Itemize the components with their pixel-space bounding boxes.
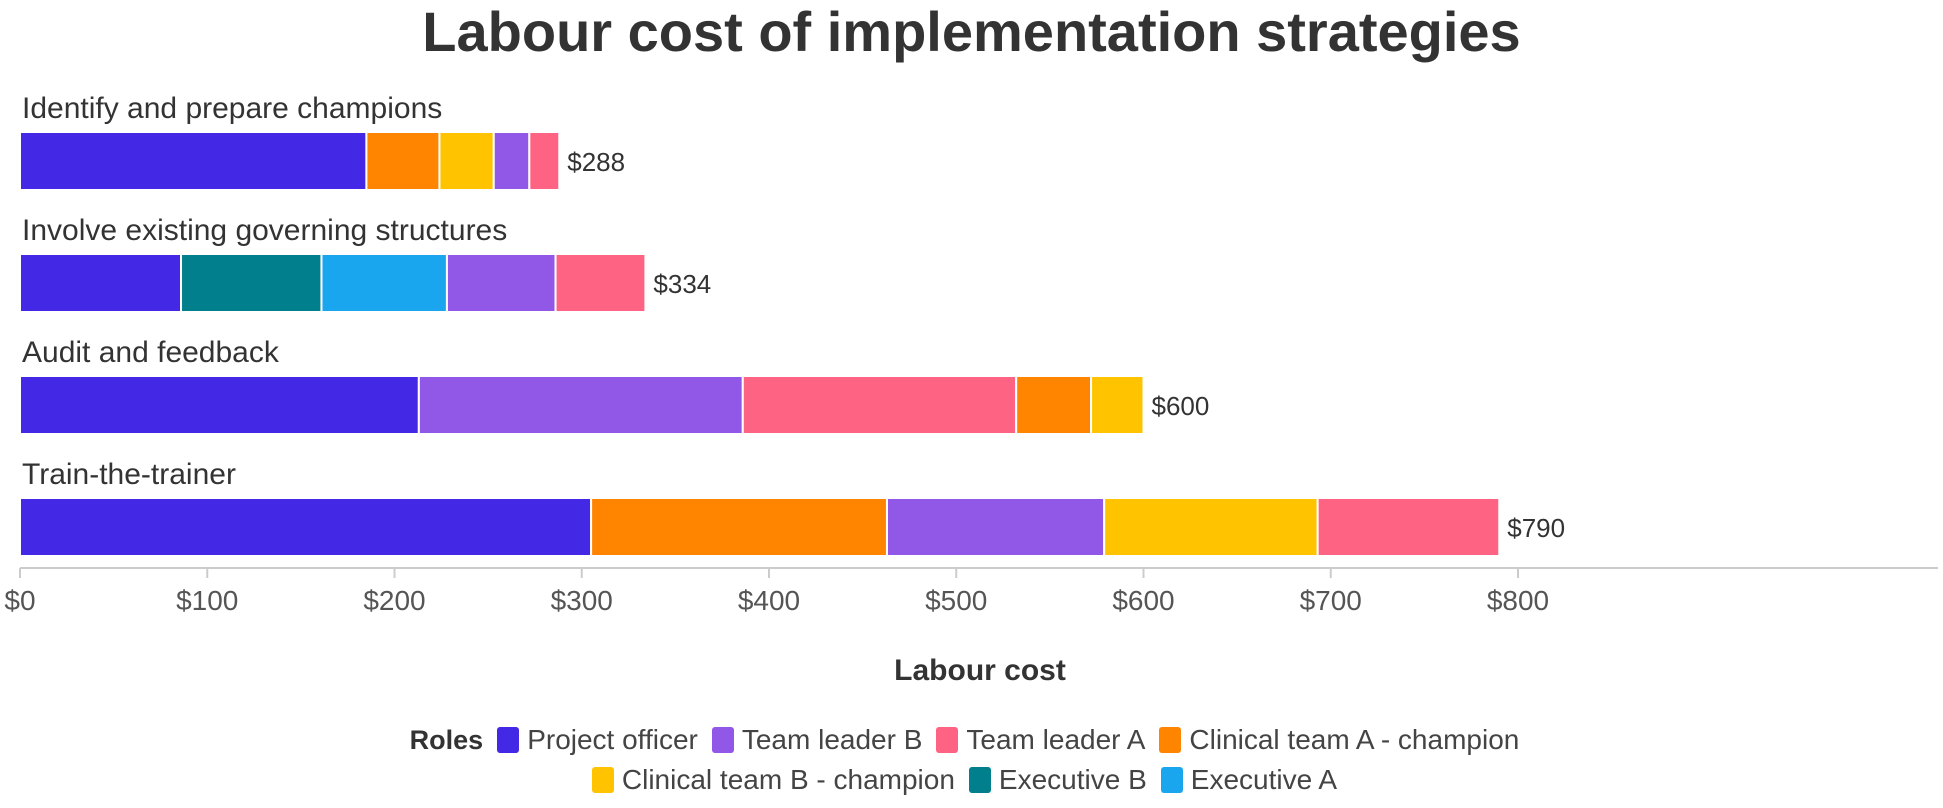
bar-segment [1316, 497, 1501, 557]
bar-segment [19, 375, 420, 435]
bar-segment [1015, 375, 1093, 435]
bar-segment [1090, 375, 1145, 435]
x-axis: $0 $100 $200 $300 $400 $500 $600 $700 $800 [4, 567, 1938, 616]
x-tick-label: $400 [738, 585, 800, 616]
legend-swatch [497, 727, 520, 753]
category-label: Train-the-trainer [22, 458, 236, 491]
legend-item: Executive A [1160, 764, 1338, 796]
legend-item: Project officer [497, 724, 698, 756]
legend-row: Roles Project officer Team leader B Team l… [0, 720, 1943, 760]
legend: Roles Project officer Team leader B Team l… [0, 720, 1943, 800]
x-tick-label: $800 [1487, 585, 1549, 616]
bars-layer: Identify and prepare champions $288 Involv… [19, 92, 1565, 557]
legend-item: Clinical team B - champion [591, 764, 955, 796]
legend-label: Team leader B [741, 724, 923, 755]
bar-total-label: $288 [567, 147, 625, 177]
x-tick-label: $700 [1300, 585, 1362, 616]
category-label: Involve existing governing structures [22, 214, 507, 247]
legend-label: Project officer [527, 724, 698, 755]
x-tick-label: $600 [1112, 585, 1174, 616]
legend-label: Clinical team A - champion [1189, 724, 1520, 755]
legend-row: Clinical team B - champion Executive B Exe… [0, 760, 1943, 800]
bar-segment [19, 131, 368, 191]
legend-swatch [1159, 727, 1182, 753]
x-tick-label: $0 [4, 585, 35, 616]
bar-total-label: $600 [1152, 391, 1210, 421]
legend-swatch [591, 767, 614, 793]
bar-segment [445, 253, 557, 313]
x-tick-label: $300 [551, 585, 613, 616]
bar-segment [741, 375, 1018, 435]
bar-segment [365, 131, 441, 191]
bar-segment [19, 253, 183, 313]
category-label: Audit and feedback [22, 336, 280, 369]
legend-label: Clinical team B - champion [621, 764, 955, 795]
x-axis-label: Labour cost [894, 654, 1066, 687]
x-tick-label: $200 [363, 585, 425, 616]
legend-item: Team leader A [936, 724, 1145, 756]
legend-item: Clinical team A - champion [1159, 724, 1519, 756]
legend-item: Team leader B [711, 724, 923, 756]
bar-total-label: $790 [1507, 513, 1565, 543]
bar-segment [528, 131, 561, 191]
bar-segment [492, 131, 531, 191]
x-tick-label: $500 [925, 585, 987, 616]
x-tick-label: $100 [176, 585, 238, 616]
bar-segment [885, 497, 1106, 557]
legend-swatch [711, 727, 734, 753]
bar-segment [180, 253, 323, 313]
legend-swatch [1160, 767, 1183, 793]
bar-segment [1103, 497, 1319, 557]
chart-title: Labour cost of implementation strategies [422, 0, 1521, 63]
bar-total-label: $334 [653, 269, 711, 299]
category-label: Identify and prepare champions [22, 92, 442, 125]
bar-segment [554, 253, 647, 313]
legend-item: Executive B [968, 764, 1147, 796]
bar-segment [19, 497, 593, 557]
legend-label: Team leader A [966, 724, 1146, 755]
legend-swatch [968, 767, 991, 793]
bar-segment [590, 497, 888, 557]
bar-segment [417, 375, 744, 435]
legend-label: Executive A [1190, 764, 1338, 795]
legend-swatch [936, 727, 959, 753]
legend-label: Executive B [998, 764, 1147, 795]
legend-title: Roles [409, 724, 484, 755]
bar-segment [320, 253, 448, 313]
bar-chart: Identify and prepare champions $288 Involv… [4, 92, 1938, 687]
bar-segment [438, 131, 495, 191]
